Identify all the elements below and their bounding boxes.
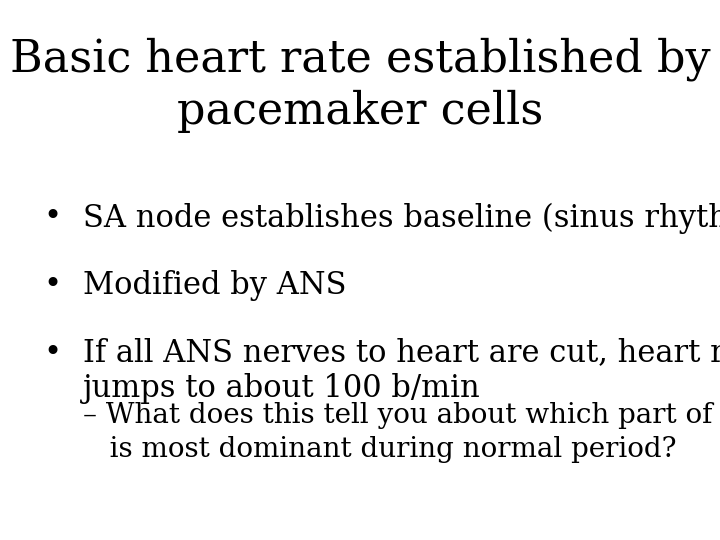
Text: Modified by ANS: Modified by ANS bbox=[83, 270, 346, 301]
Text: •: • bbox=[43, 270, 61, 301]
Text: Basic heart rate established by
pacemaker cells: Basic heart rate established by pacemake… bbox=[9, 38, 711, 133]
Text: – What does this tell you about which part of the ANS
   is most dominant during: – What does this tell you about which pa… bbox=[83, 402, 720, 463]
Text: •: • bbox=[43, 338, 61, 368]
Text: If all ANS nerves to heart are cut, heart rate
jumps to about 100 b/min: If all ANS nerves to heart are cut, hear… bbox=[83, 338, 720, 404]
Text: •: • bbox=[43, 202, 61, 233]
Text: SA node establishes baseline (sinus rhythmn): SA node establishes baseline (sinus rhyt… bbox=[83, 202, 720, 234]
